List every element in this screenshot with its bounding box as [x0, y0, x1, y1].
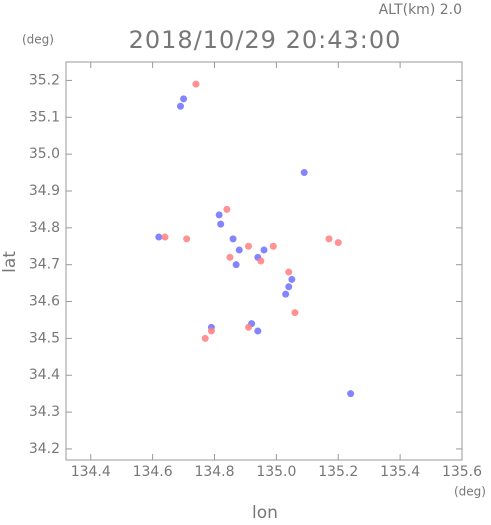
x-tick-label: 135.0: [256, 464, 296, 480]
x-unit: (deg): [454, 485, 486, 499]
echo-point: [215, 211, 223, 219]
echo-point: [229, 235, 237, 243]
echo-point: [176, 102, 184, 110]
echo-point: [245, 323, 253, 331]
y-tick-label: 34.3: [29, 404, 60, 420]
y-tick-label: 35.0: [29, 146, 60, 162]
y-tick-label: 34.2: [29, 441, 60, 457]
y-unit: (deg): [22, 33, 54, 47]
echo-point: [291, 309, 299, 317]
echo-point: [201, 334, 209, 342]
x-tick-label: 135.6: [442, 464, 482, 480]
echo-point: [226, 253, 234, 261]
y-tick-label: 35.1: [29, 109, 60, 125]
echo-point: [192, 80, 200, 88]
y-tick-label: 34.6: [29, 294, 60, 310]
x-tick-label: 134.4: [71, 464, 111, 480]
y-tick-label: 34.9: [29, 183, 60, 199]
plot-frame: [65, 61, 463, 461]
x-tick-label: 135.2: [318, 464, 358, 480]
echo-point: [334, 239, 342, 247]
chart-subtitle: ALT(km) 2.0: [379, 2, 462, 18]
x-axis-label: lon: [252, 503, 278, 521]
echo-point: [285, 283, 293, 291]
y-tick-label: 34.4: [29, 367, 60, 383]
echo-point: [155, 233, 163, 241]
echo-point: [223, 205, 231, 213]
echo-point: [285, 268, 293, 276]
x-tick-label: 134.8: [194, 464, 234, 480]
y-tick-label: 34.8: [29, 220, 60, 236]
x-tick-label: 135.4: [380, 464, 420, 480]
echo-point: [232, 261, 240, 269]
chart-title: 2018/10/29 20:43:00: [129, 26, 402, 54]
echo-point: [325, 235, 333, 243]
echo-point: [207, 327, 215, 335]
y-tick-label: 34.5: [29, 330, 60, 346]
echo-point: [183, 235, 191, 243]
echo-point: [300, 169, 308, 177]
echo-point: [282, 290, 290, 298]
y-axis-label: lat: [0, 251, 20, 273]
echo-point: [269, 242, 277, 250]
echo-point: [288, 275, 296, 283]
echo-point: [257, 257, 265, 265]
x-tick-label: 134.6: [133, 464, 173, 480]
echo-point: [245, 242, 253, 250]
echo-point: [235, 246, 243, 254]
echo-point: [180, 95, 188, 103]
echo-point: [260, 246, 268, 254]
echo-point: [217, 220, 225, 228]
echo-point: [161, 233, 169, 241]
echo-point: [347, 390, 355, 398]
echo-point: [254, 327, 262, 335]
y-tick-label: 35.2: [29, 72, 60, 88]
y-tick-label: 34.7: [29, 257, 60, 273]
